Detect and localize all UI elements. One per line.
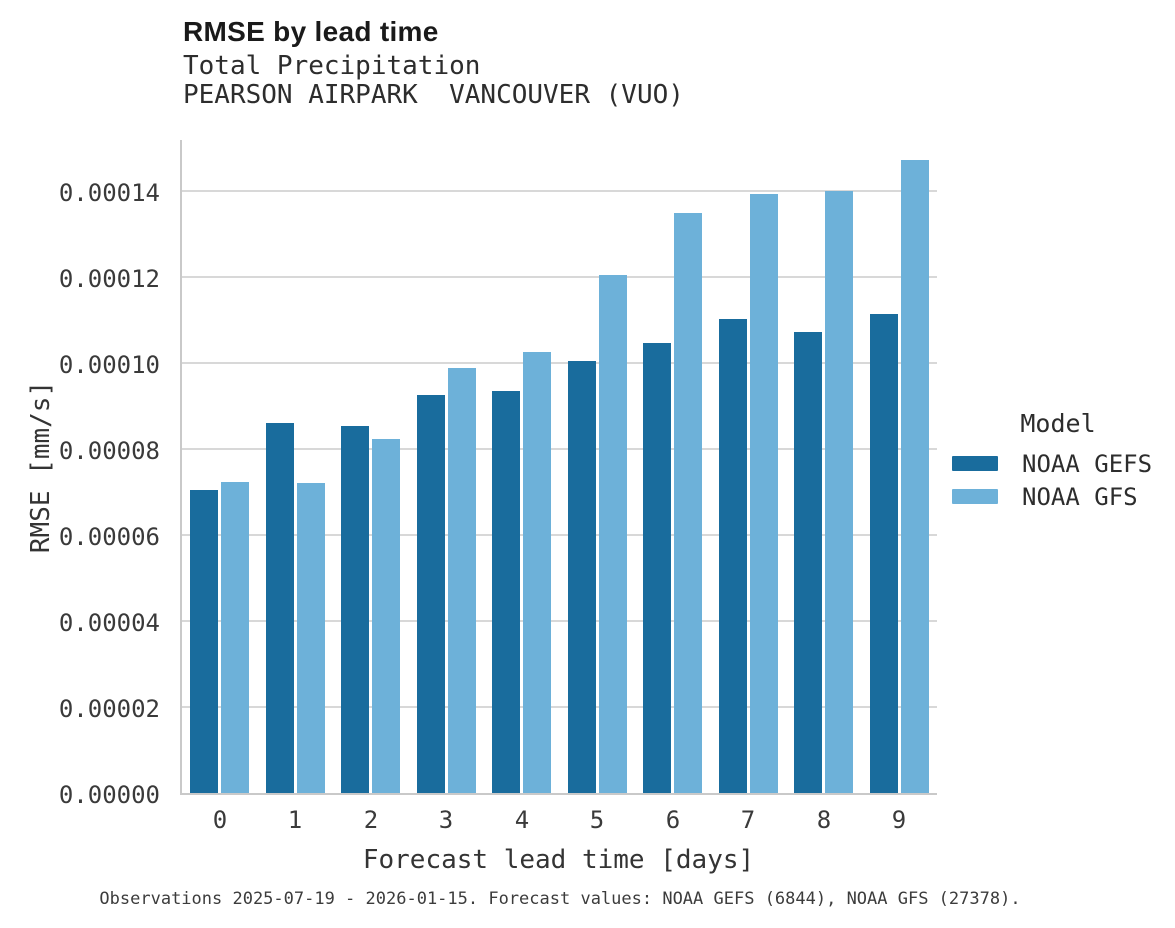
bar-gefs-day8 bbox=[794, 332, 822, 793]
legend-swatch-gfs bbox=[952, 489, 998, 504]
chart-station: PEARSON AIRPARK VANCOUVER (VUO) bbox=[183, 80, 684, 110]
caption: Observations 2025-07-19 - 2026-01-15. Fo… bbox=[99, 889, 1021, 909]
bar-gefs-day3 bbox=[417, 395, 445, 793]
y-tick-label: 0.00004 bbox=[58, 608, 160, 637]
chart-title: RMSE by lead time bbox=[183, 16, 439, 47]
bar-gefs-day4 bbox=[492, 391, 520, 793]
gridline bbox=[182, 706, 937, 708]
legend-label-gefs: NOAA GEFS bbox=[1022, 449, 1153, 478]
bar-gefs-day9 bbox=[870, 314, 898, 793]
x-tick-label: 0 bbox=[212, 806, 228, 834]
y-axis-tick-labels: 0.00000 0.00002 0.00004 0.00006 0.00008 0.000… bbox=[0, 140, 160, 809]
legend-title: Model bbox=[1020, 409, 1096, 438]
gridline bbox=[182, 275, 937, 278]
gridline bbox=[182, 361, 937, 364]
chart-subtitle: Total Precipitation bbox=[183, 51, 481, 81]
gridline bbox=[182, 619, 937, 622]
gridline bbox=[182, 447, 937, 450]
y-tick-label: 0.00008 bbox=[58, 436, 160, 465]
y-tick-label: 0.00012 bbox=[58, 264, 160, 293]
bar-gfs-day4 bbox=[523, 352, 551, 793]
bar-gefs-day7 bbox=[719, 319, 747, 793]
x-tick-label: 8 bbox=[816, 806, 832, 834]
y-tick-label: 0.00006 bbox=[58, 522, 160, 551]
bar-gfs-day8 bbox=[825, 191, 853, 793]
bar-gefs-day1 bbox=[266, 423, 294, 793]
x-tick-label: 7 bbox=[740, 806, 756, 834]
x-tick-label: 5 bbox=[589, 806, 605, 834]
legend-swatch-gefs bbox=[952, 456, 998, 471]
x-tick-label: 6 bbox=[665, 806, 681, 834]
bar-gfs-day3 bbox=[448, 368, 476, 793]
bar-gfs-day2 bbox=[372, 439, 400, 793]
x-axis-title: Forecast lead time [days] bbox=[362, 845, 755, 875]
x-tick-label: 1 bbox=[287, 806, 303, 834]
bar-gefs-day5 bbox=[568, 361, 596, 793]
y-tick-label: 0.00002 bbox=[58, 694, 160, 723]
plot-area bbox=[180, 140, 937, 795]
bar-gfs-day6 bbox=[674, 213, 702, 793]
x-tick-label: 3 bbox=[438, 806, 454, 834]
bar-gfs-day1 bbox=[297, 483, 325, 793]
gridline bbox=[182, 189, 937, 192]
bar-gfs-day7 bbox=[750, 194, 778, 793]
bar-gfs-day5 bbox=[599, 275, 627, 793]
gridline bbox=[182, 533, 937, 536]
bar-gefs-day6 bbox=[643, 343, 671, 793]
y-tick-label: 0.00014 bbox=[58, 178, 160, 207]
y-tick-label: 0.00010 bbox=[58, 350, 160, 379]
legend-label-gfs: NOAA GFS bbox=[1022, 482, 1138, 511]
x-tick-label: 2 bbox=[363, 806, 379, 834]
legend: Model NOAA GEFS NOAA GFS bbox=[952, 409, 1164, 513]
x-tick-label: 9 bbox=[891, 806, 907, 834]
legend-entry-gfs: NOAA GFS bbox=[952, 480, 1164, 513]
bar-gfs-day9 bbox=[901, 160, 929, 793]
bar-gefs-day0 bbox=[190, 490, 218, 793]
bar-gefs-day2 bbox=[341, 426, 369, 793]
legend-entry-gefs: NOAA GEFS bbox=[952, 447, 1164, 480]
x-tick-label: 4 bbox=[514, 806, 530, 834]
y-tick-label: 0.00000 bbox=[58, 781, 160, 809]
bar-gfs-day0 bbox=[221, 482, 249, 793]
